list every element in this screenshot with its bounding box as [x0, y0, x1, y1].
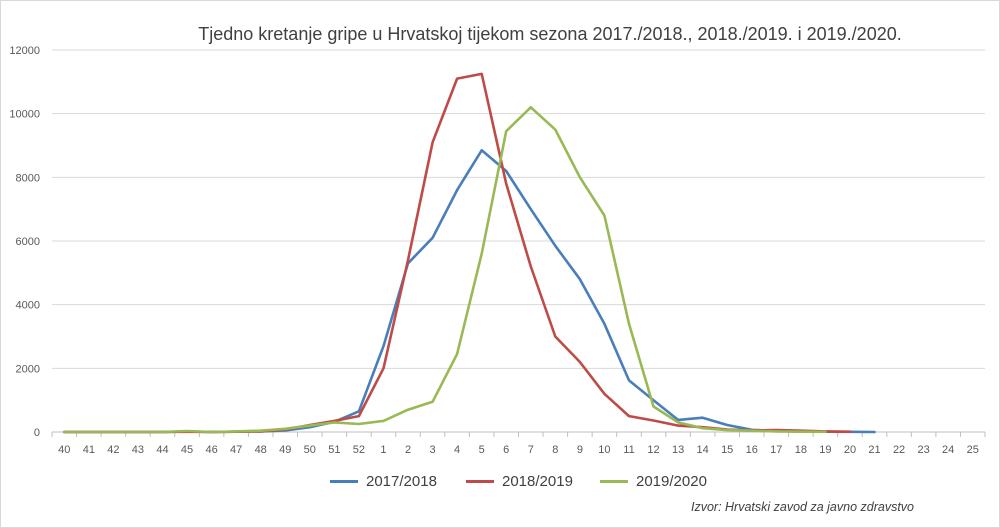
- x-tick-label-16: 16: [746, 444, 758, 456]
- legend-label-2017-2018: 2017/2018: [366, 472, 437, 490]
- x-tick-label-44: 44: [156, 444, 168, 456]
- x-tick-label-17: 17: [770, 444, 782, 456]
- y-tick-label-6000: 6000: [16, 236, 40, 248]
- y-tick-label-10000: 10000: [9, 109, 40, 121]
- legend-swatch-2018-2019: [466, 479, 494, 483]
- legend: 2017/2018 2018/2019 2019/2020: [0, 470, 1000, 492]
- series-line-2018-2019: [63, 72, 852, 434]
- x-tick-label-48: 48: [255, 444, 267, 456]
- source-note: Izvor: Hrvatski zavod za javno zdravstvo: [691, 500, 914, 514]
- x-tick-label-9: 9: [577, 444, 583, 456]
- legend-swatch-2017-2018: [330, 479, 358, 483]
- x-tick-label-19: 19: [819, 444, 831, 456]
- x-tick-label-24: 24: [942, 444, 954, 456]
- x-tick-label-43: 43: [132, 444, 144, 456]
- x-tick-label-25: 25: [967, 444, 979, 456]
- chart-title: Tjedno kretanje gripe u Hrvatskoj tijeko…: [0, 24, 1000, 45]
- x-tick-label-15: 15: [721, 444, 733, 456]
- y-tick-label-0: 0: [34, 427, 40, 439]
- x-tick-label-23: 23: [917, 444, 929, 456]
- x-tick-label-51: 51: [328, 444, 340, 456]
- x-tick-label-4: 4: [454, 444, 460, 456]
- x-tick-label-45: 45: [181, 444, 193, 456]
- x-tick-label-6: 6: [503, 444, 509, 456]
- x-tick-label-10: 10: [598, 444, 610, 456]
- x-tick-label-3: 3: [430, 444, 436, 456]
- x-tick-label-22: 22: [893, 444, 905, 456]
- legend-item-2019-2020: 2019/2020: [600, 470, 707, 492]
- y-tick-label-4000: 4000: [16, 300, 40, 312]
- x-tick-label-11: 11: [623, 444, 634, 456]
- chart-title-text: Tjedno kretanje gripe u Hrvatskoj tijeko…: [198, 24, 902, 44]
- x-tick-label-5: 5: [479, 444, 485, 456]
- series-line-2019-2020: [63, 106, 827, 434]
- x-tick-label-14: 14: [697, 444, 709, 456]
- x-tick-label-41: 41: [83, 444, 95, 456]
- series-line-2017-2018: [63, 149, 876, 434]
- legend-label-2019-2020: 2019/2020: [636, 472, 707, 490]
- x-tick-label-52: 52: [353, 444, 365, 456]
- x-tick-label-47: 47: [230, 444, 242, 456]
- x-tick-label-50: 50: [304, 444, 316, 456]
- x-tick-label-8: 8: [552, 444, 558, 456]
- y-tick-label-12000: 12000: [9, 45, 40, 57]
- x-tick-label-12: 12: [647, 444, 659, 456]
- x-tick-label-2: 2: [405, 444, 411, 456]
- legend-label-2018-2019: 2018/2019: [502, 472, 573, 490]
- x-tick-label-40: 40: [58, 444, 70, 456]
- legend-item-2017-2018: 2017/2018: [330, 470, 437, 492]
- x-tick-label-13: 13: [672, 444, 684, 456]
- legend-swatch-2019-2020: [600, 479, 628, 483]
- x-tick-label-42: 42: [107, 444, 119, 456]
- x-tick-label-20: 20: [844, 444, 856, 456]
- x-tick-label-18: 18: [795, 444, 807, 456]
- x-tick-label-49: 49: [279, 444, 291, 456]
- legend-item-2018-2019: 2018/2019: [466, 470, 573, 492]
- y-tick-label-8000: 8000: [16, 172, 40, 184]
- x-tick-label-46: 46: [205, 444, 217, 456]
- x-tick-label-21: 21: [868, 444, 880, 456]
- x-tick-label-1: 1: [380, 444, 386, 456]
- y-tick-label-2000: 2000: [16, 363, 40, 375]
- x-tick-label-7: 7: [528, 444, 534, 456]
